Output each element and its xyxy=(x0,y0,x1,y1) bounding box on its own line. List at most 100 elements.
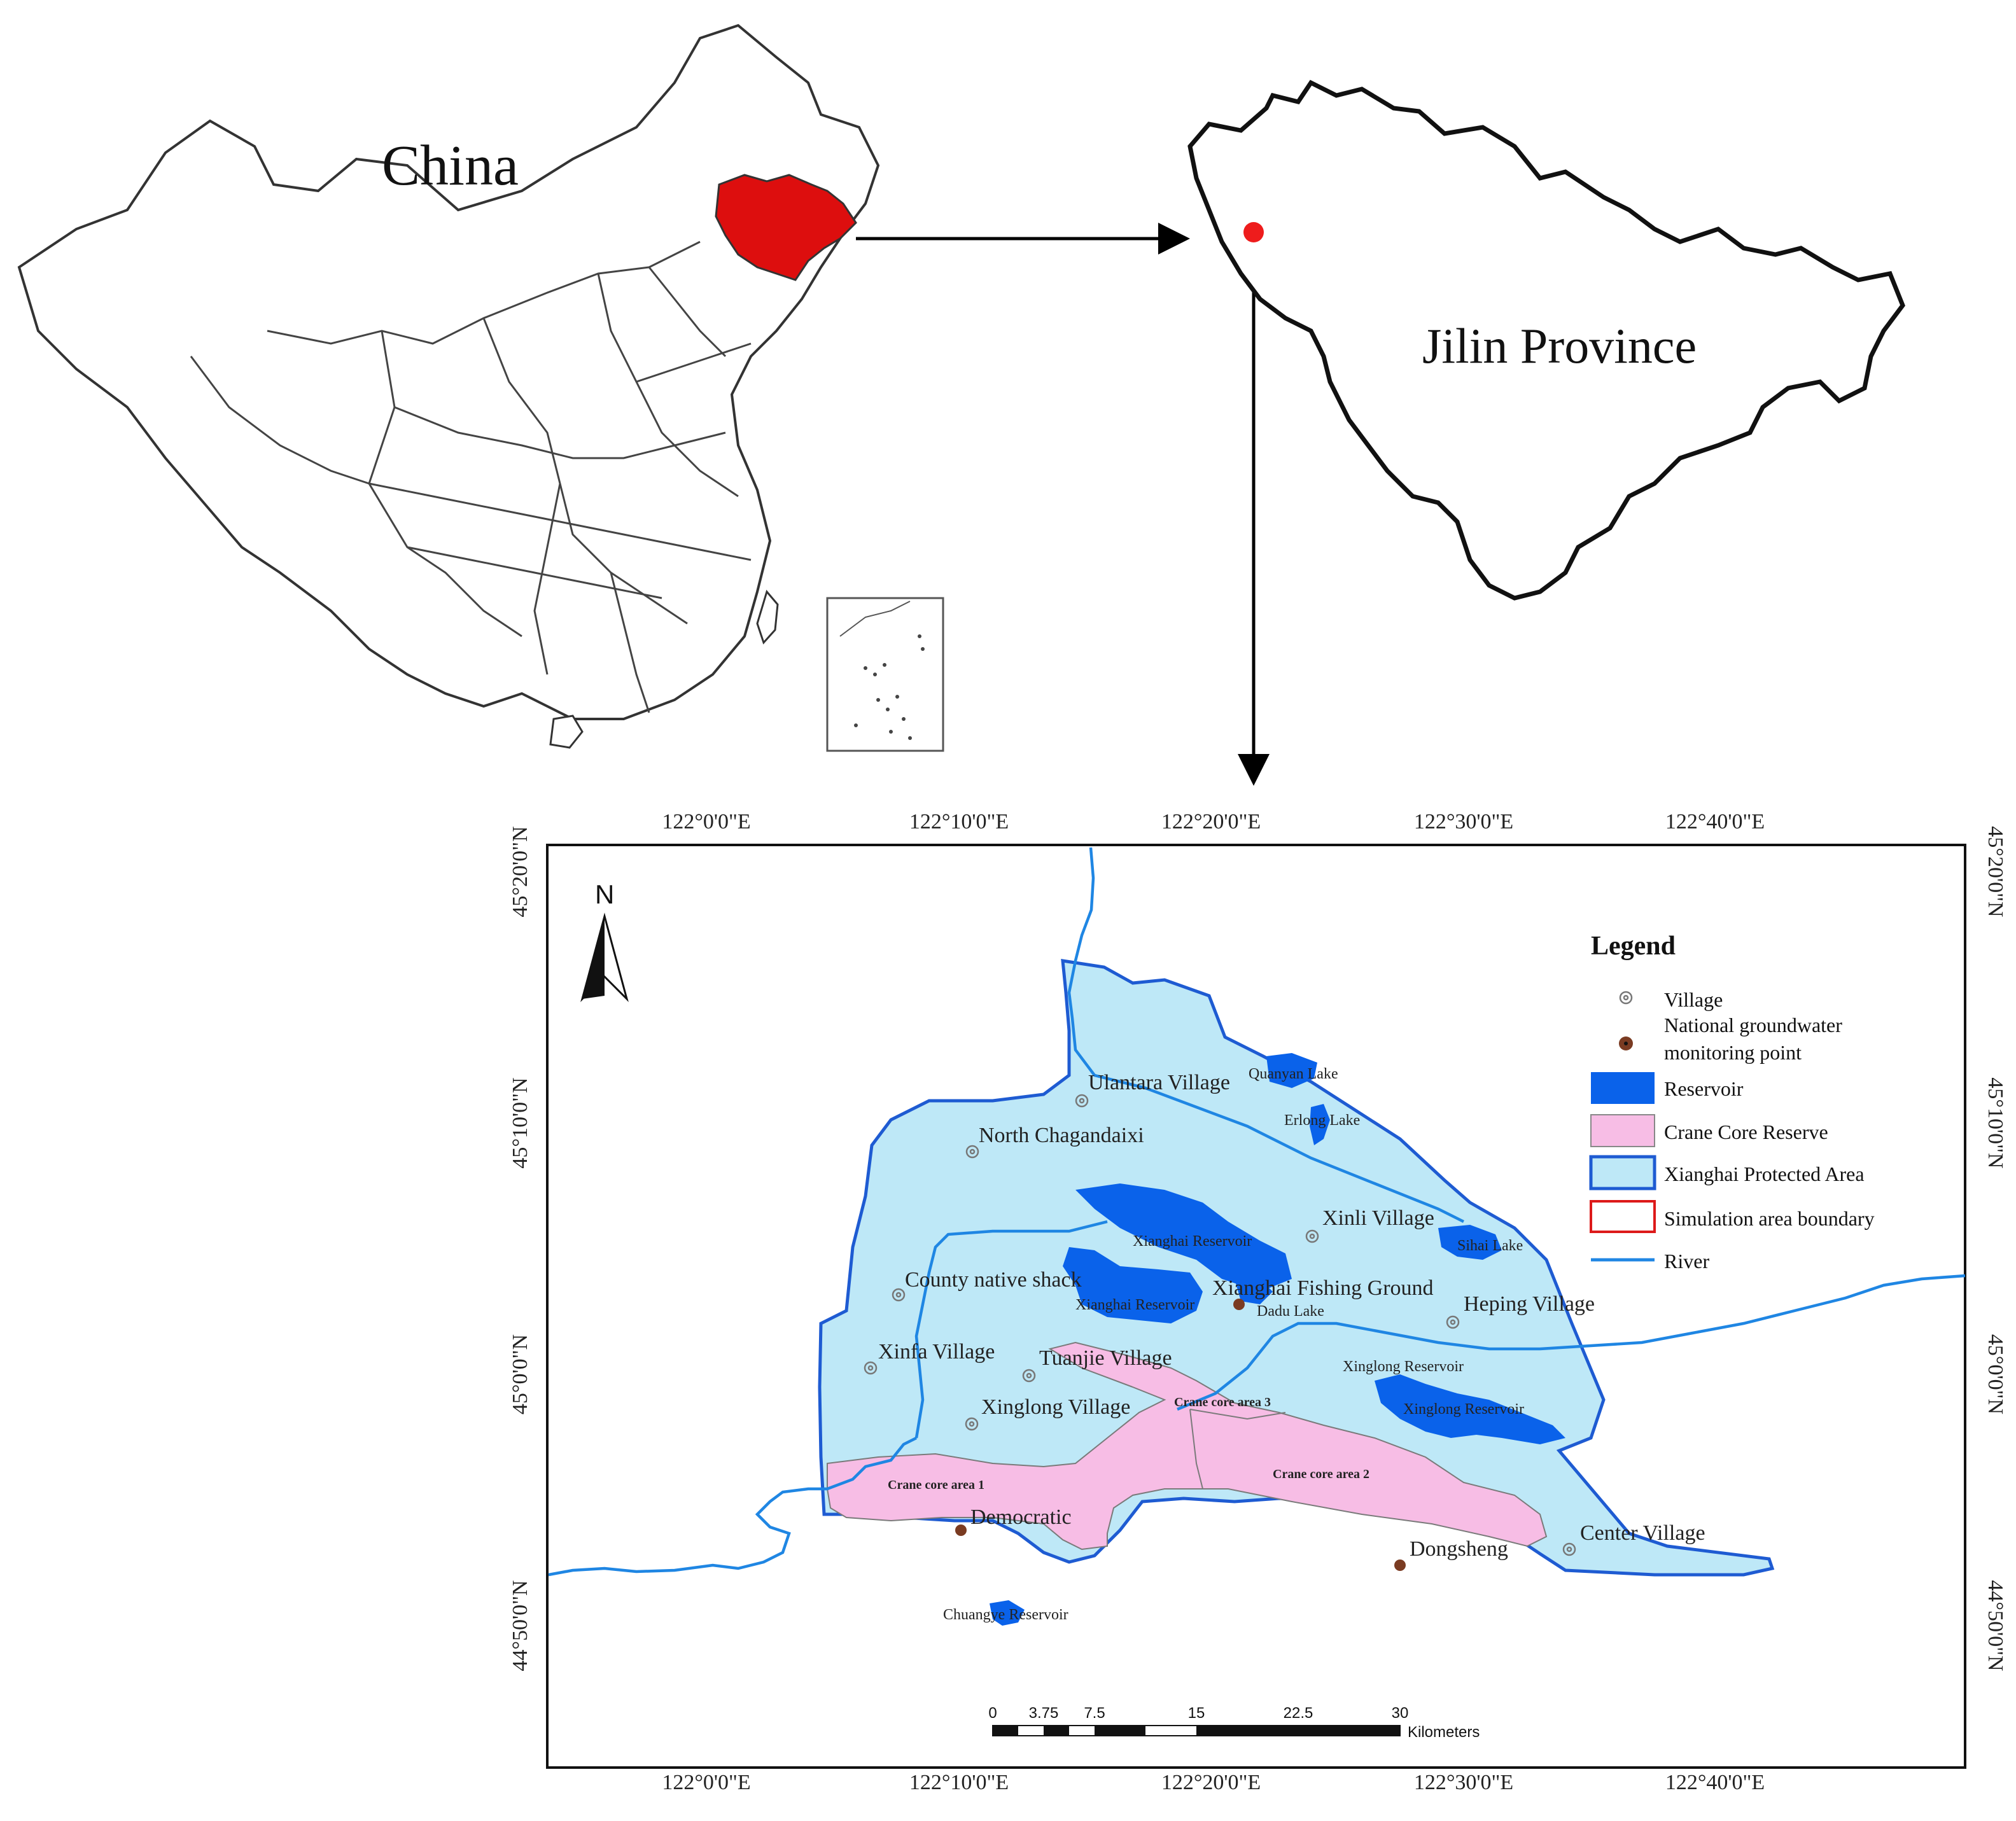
svg-text:44°50'0"N: 44°50'0"N xyxy=(1984,1580,2007,1671)
reservoir-xianghai-south xyxy=(1063,1247,1203,1323)
label-heping-village: Heping Village xyxy=(1464,1292,1595,1316)
label-county-native-shack: County native shack xyxy=(905,1268,1082,1292)
right-latitude-labels: 45°20'0"N 45°10'0"N 45°0'0"N 44°50'0"N xyxy=(1984,826,2007,1671)
river-main-north xyxy=(1067,847,1465,1224)
reservoir-xinglong xyxy=(1375,1374,1565,1444)
label-xianghai-fishing-ground: Xianghai Fishing Ground xyxy=(1212,1276,1434,1300)
label-xianghai-reservoir-2: Xianghai Reservoir xyxy=(1075,1297,1194,1313)
reservoir-xianghai-north xyxy=(1075,1183,1292,1292)
svg-text:7.5: 7.5 xyxy=(1084,1705,1105,1722)
village-symbol xyxy=(965,1417,979,1431)
lake-sihai xyxy=(1438,1225,1502,1260)
legend-label-crane: Crane Core Reserve xyxy=(1664,1120,1828,1143)
svg-text:122°20'0"E: 122°20'0"E xyxy=(1161,810,1261,834)
svg-text:30: 30 xyxy=(1392,1705,1409,1722)
svg-text:0: 0 xyxy=(988,1705,997,1722)
china-label: China xyxy=(382,134,519,197)
monitoring-point-dadu xyxy=(1233,1299,1245,1310)
legend-label-village: Village xyxy=(1664,988,1723,1011)
river-east xyxy=(1177,1274,1966,1411)
label-erlong-lake: Erlong Lake xyxy=(1284,1112,1360,1129)
svg-text:122°10'0"E: 122°10'0"E xyxy=(909,1771,1009,1794)
label-dadu-lake: Dadu Lake xyxy=(1257,1303,1324,1320)
village-symbol xyxy=(1305,1229,1319,1243)
legend-reservoir-swatch xyxy=(1591,1072,1655,1104)
svg-text:45°0'0"N: 45°0'0"N xyxy=(508,1334,532,1414)
svg-text:3.75: 3.75 xyxy=(1029,1705,1059,1722)
monitoring-points xyxy=(955,1299,1406,1571)
bottom-longitude-labels: 122°0'0"E 122°10'0"E 122°20'0"E 122°30'0… xyxy=(662,1771,1765,1794)
crane-core-reserve xyxy=(827,1341,1548,1551)
svg-text:122°20'0"E: 122°20'0"E xyxy=(1161,1771,1261,1794)
jilin-highlight xyxy=(715,174,857,281)
top-longitude-labels: 122°0'0"E 122°10'0"E 122°20'0"E 122°30'0… xyxy=(662,810,1765,834)
svg-text:122°30'0"E: 122°30'0"E xyxy=(1414,1771,1513,1794)
legend-label-simulation: Simulation area boundary xyxy=(1664,1207,1875,1230)
river-west xyxy=(548,1436,918,1577)
legend-crane-swatch xyxy=(1590,1114,1655,1147)
scale-bar: 0 3.75 7.5 15 22.5 30 Kilometers xyxy=(988,1705,1480,1741)
svg-text:122°30'0"E: 122°30'0"E xyxy=(1414,810,1513,834)
legend-label-river: River xyxy=(1664,1250,1709,1273)
lake-quanyan xyxy=(1266,1053,1317,1088)
rivers xyxy=(548,847,1966,1577)
label-north-chagandaixi: North Chagandaixi xyxy=(979,1124,1144,1147)
label-xinglong-reservoir-1: Xinglong Reservoir xyxy=(1343,1358,1464,1375)
water-body-labels: Quanyan Lake Erlong Lake Sihai Lake Xian… xyxy=(943,1066,1524,1623)
label-xinfa-village: Xinfa Village xyxy=(878,1340,995,1364)
monitoring-point-democratic xyxy=(955,1524,967,1536)
village-symbol xyxy=(1562,1542,1576,1556)
label-quanyan-lake: Quanyan Lake xyxy=(1249,1066,1338,1082)
svg-text:45°20'0"N: 45°20'0"N xyxy=(1984,826,2007,917)
svg-text:45°10'0"N: 45°10'0"N xyxy=(508,1077,532,1168)
svg-text:122°0'0"E: 122°0'0"E xyxy=(662,810,750,834)
village-symbol xyxy=(892,1288,906,1302)
monitoring-point-dongsheng xyxy=(1394,1559,1406,1571)
svg-text:22.5: 22.5 xyxy=(1284,1705,1313,1722)
legend-village-icon xyxy=(1619,991,1633,1005)
china-outline xyxy=(17,24,880,720)
reservoirs xyxy=(990,1053,1565,1626)
village-symbol xyxy=(1075,1094,1089,1108)
svg-text:45°0'0"N: 45°0'0"N xyxy=(1984,1334,2007,1414)
svg-text:122°10'0"E: 122°10'0"E xyxy=(909,810,1009,834)
village-symbol xyxy=(1022,1369,1036,1383)
label-chuangye-reservoir: Chuangye Reservoir xyxy=(943,1607,1068,1623)
svg-text:44°50'0"N: 44°50'0"N xyxy=(508,1580,532,1671)
village-symbol xyxy=(1446,1315,1460,1329)
label-center-village: Center Village xyxy=(1580,1521,1705,1545)
label-democratic: Democratic xyxy=(970,1505,1072,1529)
crane-area-labels: Crane core area 1 Crane core area 2 Cran… xyxy=(888,1395,1369,1492)
province-borders xyxy=(190,241,752,713)
china-map: China xyxy=(17,24,944,752)
study-area-marker xyxy=(1243,222,1264,242)
svg-text:122°0'0"E: 122°0'0"E xyxy=(662,1771,750,1794)
legend: Legend Village National groundwater moni… xyxy=(1589,931,1875,1273)
legend-label-protected: Xianghai Protected Area xyxy=(1664,1162,1865,1185)
label-xinglong-reservoir-2: Xinglong Reservoir xyxy=(1403,1401,1524,1418)
label-crane-core-area-3: Crane core area 3 xyxy=(1174,1395,1271,1409)
label-tuanjie-village: Tuanjie Village xyxy=(1039,1346,1172,1370)
hainan-island xyxy=(549,715,584,749)
south-china-sea-inset xyxy=(826,597,944,752)
lake-erlong xyxy=(1310,1104,1330,1145)
legend-label-reservoir: Reservoir xyxy=(1664,1077,1744,1100)
label-dongsheng: Dongsheng xyxy=(1410,1537,1508,1561)
inset-islands xyxy=(839,601,925,740)
label-xianghai-reservoir-1: Xianghai Reservoir xyxy=(1133,1233,1252,1250)
scale-bar-ticks: 0 3.75 7.5 15 22.5 30 xyxy=(988,1705,1408,1722)
jilin-outline xyxy=(1187,80,1905,601)
legend-simulation-swatch xyxy=(1590,1200,1656,1233)
svg-text:122°40'0"E: 122°40'0"E xyxy=(1665,1771,1765,1794)
north-arrow-label: N xyxy=(595,879,614,909)
svg-text:45°10'0"N: 45°10'0"N xyxy=(1984,1077,2007,1168)
legend-title: Legend xyxy=(1591,931,1676,961)
svg-text:122°40'0"E: 122°40'0"E xyxy=(1665,810,1765,834)
label-ulantara-village: Ulantara Village xyxy=(1088,1071,1230,1094)
village-labels: Ulantara Village North Chagandaixi Xinli… xyxy=(878,1071,1705,1561)
village-symbol xyxy=(864,1361,878,1375)
jilin-map: Jilin Province xyxy=(1187,80,1905,601)
svg-text:15: 15 xyxy=(1188,1705,1205,1722)
legend-label-monitoring: National groundwater xyxy=(1664,1014,1842,1036)
river-inner xyxy=(914,1220,1108,1439)
